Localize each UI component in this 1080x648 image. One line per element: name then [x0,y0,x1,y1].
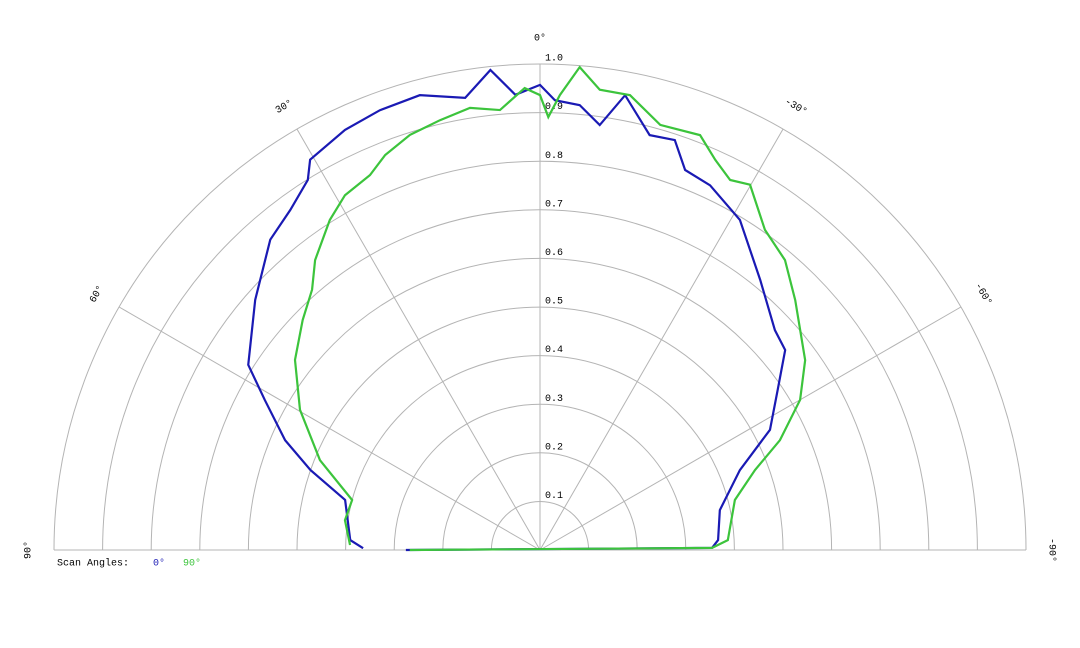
grid-spoke [539,128,784,551]
theta-tick-label: 30° [274,97,296,116]
r-tick-label: 0.5 [545,297,563,308]
r-tick-label: 0.2 [545,442,563,453]
r-tick-label: 0.6 [545,248,563,259]
theta-tick-label: -30° [782,96,809,118]
r-tick-label: 0.1 [545,491,563,502]
theta-tick-label: 60° [87,284,106,306]
grid-spoke [296,128,541,551]
r-tick-label: 1.0 [545,54,563,65]
theta-tick-label: -90° [1045,538,1057,562]
theta-tick-label: -60° [972,281,994,308]
legend-entry: 0° [153,558,165,570]
grid-spoke [539,306,962,551]
legend-entry: 90° [183,558,201,570]
legend-title: Scan Angles: [57,558,129,570]
grid-spoke [118,306,541,551]
r-tick-label: 0.4 [545,345,563,356]
series-line [247,68,787,552]
r-tick-label: 0.3 [545,394,563,405]
r-tick-label: 0.8 [545,151,563,162]
theta-tick-label: 90° [23,541,35,559]
theta-tick-label: 0° [534,33,546,45]
series-line [293,65,807,552]
r-tick-label: 0.7 [545,199,563,210]
